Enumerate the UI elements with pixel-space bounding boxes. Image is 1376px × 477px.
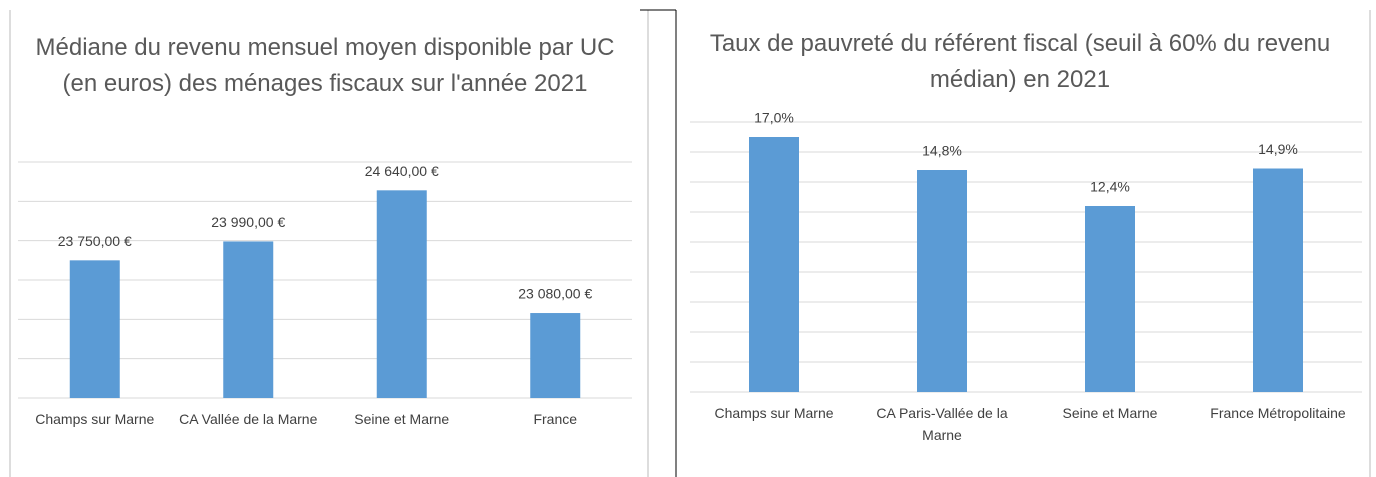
x-tick-label: CA Vallée de la Marne	[179, 411, 318, 427]
value-label: 12,4%	[1090, 179, 1130, 195]
value-label: 23 750,00 €	[58, 233, 132, 249]
bar	[223, 241, 274, 398]
bar	[917, 170, 967, 392]
bar	[530, 313, 581, 398]
x-tick-label: Champs sur Marne	[35, 411, 155, 427]
value-label: 24 640,00 €	[365, 163, 439, 179]
bar	[69, 260, 120, 398]
x-tick-label: CA Paris-Vallée de la Marne	[876, 405, 1008, 443]
x-tick-label: Seine et Marne	[354, 411, 450, 427]
value-label: 14,8%	[922, 143, 962, 159]
chart-title: Médiane du revenu mensuel moyen disponib…	[35, 34, 615, 97]
bar	[1085, 206, 1135, 392]
chart-title: Taux de pauvreté du référent fiscal (seu…	[709, 30, 1331, 93]
x-tick-label: Seine et Marne	[1062, 405, 1158, 421]
x-tick-label: France	[533, 411, 578, 427]
bar	[376, 190, 427, 398]
x-tick-label: Champs sur Marne	[714, 405, 834, 421]
value-label: 23 990,00 €	[211, 214, 285, 230]
x-tick-label: France Métropolitaine	[1210, 405, 1346, 421]
bar	[749, 137, 799, 392]
value-label: 23 080,00 €	[518, 286, 592, 302]
value-label: 17,0%	[754, 110, 794, 126]
bar	[1253, 168, 1303, 392]
value-label: 14,9%	[1258, 141, 1298, 157]
